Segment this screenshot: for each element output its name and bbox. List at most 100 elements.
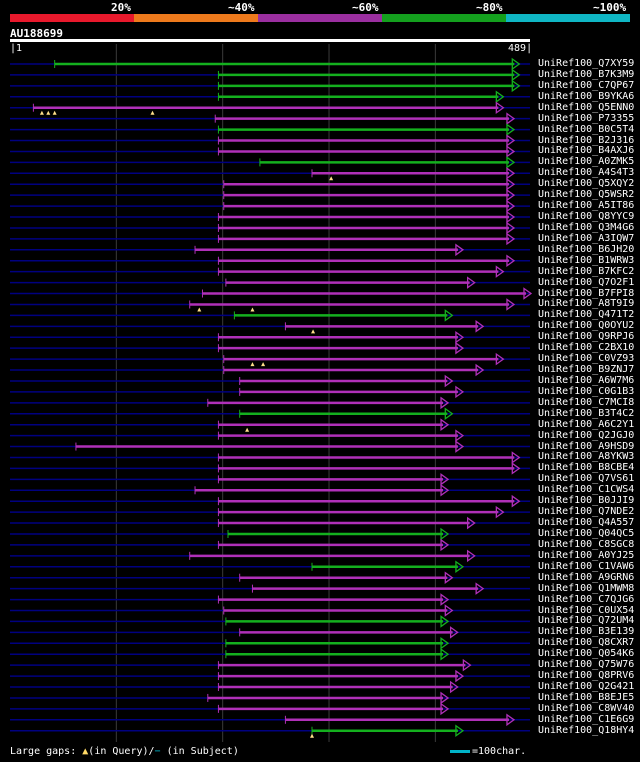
hit-label[interactable]: UniRef100_Q2G421: [538, 681, 635, 692]
query-bar: [10, 39, 530, 42]
hit-label[interactable]: UniRef100_A4S4T3: [538, 167, 635, 179]
hit-label[interactable]: UniRef100_Q8CXR7: [538, 637, 635, 649]
hit-label[interactable]: UniRef100_Q75W76: [538, 659, 635, 671]
hit-label[interactable]: UniRef100_C0VZ93: [538, 353, 635, 365]
hit-label[interactable]: UniRef100_B0JJI9: [538, 495, 635, 507]
hit-arrow-icon: [466, 516, 476, 530]
identity-legend-bar: 20% ~40% ~60% ~80% ~100%: [10, 1, 630, 22]
query-gap-marker-icon: [245, 427, 250, 432]
hit-label[interactable]: UniRef100_C7MCI8: [538, 396, 635, 408]
hit-label[interactable]: UniRef100_Q72UM4: [538, 615, 635, 627]
hit-label[interactable]: UniRef100_Q9RPJ6: [538, 331, 635, 343]
hit-label[interactable]: UniRef100_Q04QC5: [538, 527, 635, 539]
hit-label[interactable]: UniRef100_B9YKA6: [538, 90, 635, 102]
hit-arrow-icon: [466, 549, 476, 563]
hit-arrow-icon: [511, 79, 521, 93]
hit-label[interactable]: UniRef100_B9ZNJ7: [538, 364, 635, 376]
hit-arrow-icon: [475, 363, 485, 377]
hit-label[interactable]: UniRef100_B4AXJ6: [538, 145, 635, 157]
query-gap-marker-icon: [52, 110, 57, 115]
hit-arrow-icon: [440, 702, 450, 716]
hit-arrow-icon: [440, 418, 450, 431]
hit-label[interactable]: UniRef100_C7QP67: [538, 79, 635, 91]
hit-label[interactable]: UniRef100_A9GRN6: [538, 571, 635, 583]
hit-label[interactable]: UniRef100_Q5ENN0: [538, 101, 635, 113]
hit-arrow-icon: [440, 637, 450, 650]
hit-label[interactable]: UniRef100_Q1MWM8: [538, 582, 635, 594]
hit-label[interactable]: UniRef100_A8T9I9: [538, 298, 635, 310]
hit-label[interactable]: UniRef100_A3IQW7: [538, 232, 635, 244]
hit-label[interactable]: UniRef100_B7KFC2: [538, 265, 635, 277]
hit-arrow-icon: [444, 407, 454, 421]
hit-label[interactable]: UniRef100_C7QJG6: [538, 593, 635, 605]
hit-label[interactable]: UniRef100_Q7NDE2: [538, 506, 635, 518]
hit-arrow-icon: [511, 451, 521, 464]
hit-label[interactable]: UniRef100_Q054K6: [538, 648, 635, 660]
hit-label[interactable]: UniRef100_Q2JGJ0: [538, 429, 635, 441]
hit-label[interactable]: UniRef100_Q471T2: [538, 309, 635, 321]
scale-bar: [450, 749, 470, 753]
hit-label[interactable]: UniRef100_Q8YYC9: [538, 211, 635, 223]
hit-arrow-icon: [466, 276, 476, 289]
hit-label[interactable]: UniRef100_Q3M4G6: [538, 221, 635, 233]
hit-label[interactable]: UniRef100_C1E6G9: [538, 713, 635, 725]
hit-label[interactable]: UniRef100_B2J316: [538, 134, 635, 146]
hit-label[interactable]: UniRef100_Q7O2F1: [538, 276, 635, 288]
hit-arrow-icon: [506, 199, 516, 213]
hit-label[interactable]: UniRef100_Q5XQY2: [538, 178, 635, 190]
hit-label[interactable]: UniRef100_B8CBE4: [538, 462, 635, 474]
hit-arrow-icon: [475, 320, 485, 333]
hit-label[interactable]: UniRef100_B6JH20: [538, 243, 635, 255]
hit-label[interactable]: UniRef100_Q0OYU2: [538, 320, 635, 332]
hit-arrow-icon: [440, 473, 450, 486]
hit-arrow-icon: [495, 90, 505, 104]
hit-label[interactable]: UniRef100_C8SGC8: [538, 538, 635, 550]
hit-label[interactable]: UniRef100_C1VAW6: [538, 560, 635, 572]
hit-label[interactable]: UniRef100_B0C5T4: [538, 123, 635, 135]
hit-label[interactable]: UniRef100_Q4A557: [538, 517, 635, 529]
hit-arrow-icon: [440, 538, 450, 552]
hit-label[interactable]: UniRef100_Q8PRV6: [538, 670, 635, 682]
hit-arrow-icon: [440, 396, 450, 410]
hit-label[interactable]: UniRef100_B7K3M9: [538, 68, 635, 80]
hit-arrow-icon: [475, 582, 485, 595]
hit-label[interactable]: UniRef100_Q5WSR2: [538, 189, 635, 201]
hit-arrow-icon: [506, 221, 516, 235]
hit-arrow-icon: [455, 243, 465, 257]
hit-label[interactable]: UniRef100_C0G1B3: [538, 385, 635, 397]
hit-arrow-icon: [444, 309, 454, 322]
hit-label[interactable]: UniRef100_P73355: [538, 112, 635, 124]
hit-label[interactable]: UniRef100_A0ZMK5: [538, 156, 635, 168]
hit-label[interactable]: UniRef100_C1CWS4: [538, 484, 635, 496]
query-gap-marker-icon: [150, 110, 155, 115]
hit-label[interactable]: UniRef100_A6W7M6: [538, 374, 635, 386]
hit-label[interactable]: UniRef100_B8EJE5: [538, 691, 635, 703]
hit-label[interactable]: UniRef100_C8WV40: [538, 702, 635, 714]
hit-arrow-icon: [511, 462, 521, 475]
hit-arrow-icon: [506, 177, 516, 191]
hit-label[interactable]: UniRef100_Q7XY59: [538, 58, 635, 69]
hit-label[interactable]: UniRef100_A0YJ25: [538, 549, 635, 561]
query-gap-marker-icon: ▲: [82, 746, 89, 757]
hit-label[interactable]: UniRef100_B3E139: [538, 626, 635, 638]
hit-label[interactable]: UniRef100_A9HSD9: [538, 440, 635, 452]
hit-arrow-icon: [449, 680, 459, 694]
legend-percent-label: ~100%: [593, 1, 627, 14]
hit-label[interactable]: UniRef100_A6C2Y1: [538, 418, 635, 430]
hit-arrow-icon: [506, 123, 516, 136]
hit-label[interactable]: UniRef100_Q18HY4: [538, 724, 635, 736]
hit-arrow-icon: [444, 604, 454, 617]
hit-label[interactable]: UniRef100_B3T4C2: [538, 407, 635, 419]
hit-label[interactable]: UniRef100_B1WRW3: [538, 254, 635, 266]
hit-label[interactable]: UniRef100_C0UX54: [538, 604, 635, 616]
hit-arrow-icon: [511, 68, 521, 82]
hit-label[interactable]: UniRef100_Q7VS61: [538, 473, 635, 485]
hit-arrow-icon: [455, 429, 465, 442]
axis-end-label: 489|: [508, 43, 533, 54]
query-gap-marker-icon: [261, 362, 266, 367]
hit-label[interactable]: UniRef100_C2BX10: [538, 342, 635, 354]
hit-label[interactable]: UniRef100_A8YKW3: [538, 451, 635, 463]
hit-label[interactable]: UniRef100_B7FPI8: [538, 287, 635, 299]
hit-label[interactable]: UniRef100_A5IT86: [538, 200, 635, 212]
